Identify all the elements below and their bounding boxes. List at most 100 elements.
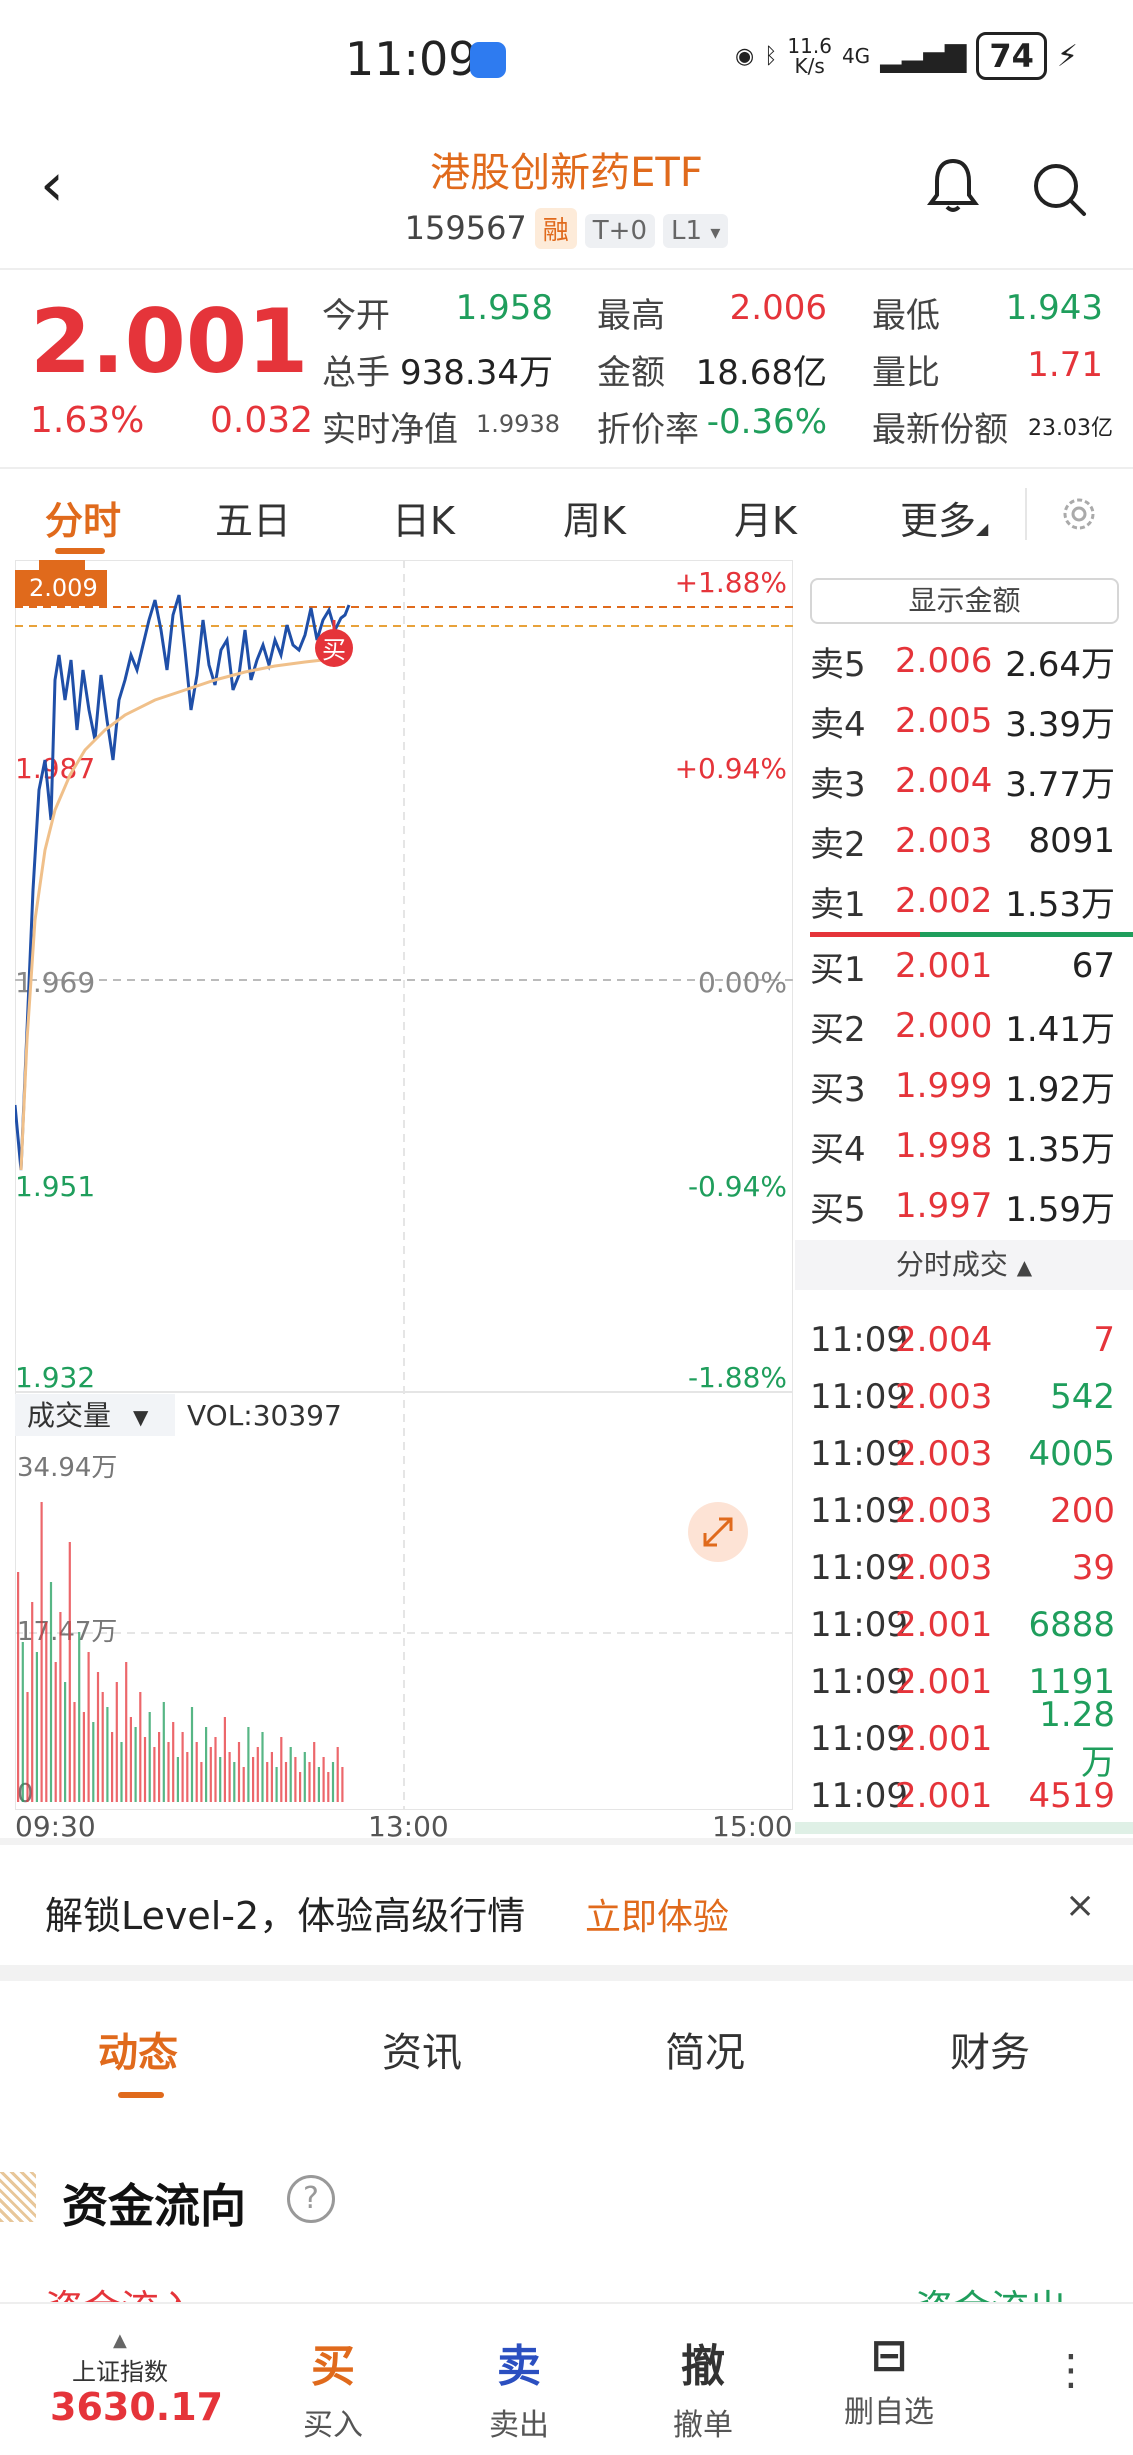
status-indicators: ◉ ᛒ 11.6 K/s 4G ▂▃▅▇ 74 ⚡ xyxy=(735,32,1078,80)
intraday-chart[interactable]: 2.009 1.987 1.969 1.951 1.932 +1.88% +0.… xyxy=(15,560,793,1810)
level-tag[interactable]: L1 ▾ xyxy=(663,214,729,248)
volume-label: 总手 xyxy=(322,353,390,393)
price-marker-tab xyxy=(39,560,85,572)
sell-button[interactable]: 卖 卖出 xyxy=(459,2330,579,2444)
bell-icon[interactable] xyxy=(925,155,981,215)
volume-bar xyxy=(17,1572,20,1802)
tick-row: 11:09 2.003 39 xyxy=(810,1548,1115,1588)
volume-bar xyxy=(125,1662,128,1802)
tab-intraday[interactable]: 分时 xyxy=(45,499,122,543)
stock-code-row: 159567 融 T+0 L1 ▾ xyxy=(0,208,1133,249)
caret-up-icon: ▲ xyxy=(113,2330,127,2351)
volume-bar xyxy=(59,1612,62,1802)
price-label-1: 1.987 xyxy=(15,752,95,785)
volume-title: 成交量 xyxy=(27,1399,111,1432)
volume-bar xyxy=(101,1692,104,1802)
volume-bar xyxy=(115,1682,118,1802)
volume-bar xyxy=(129,1717,132,1802)
volume-bar xyxy=(143,1737,147,1802)
bid-row-5: 买5 1.997 1.59万 xyxy=(810,1186,1115,1230)
tab-weekly-k[interactable]: 周K xyxy=(563,499,626,543)
volume-bar xyxy=(266,1762,269,1802)
high-label: 最高 xyxy=(597,296,665,336)
tick-row: 11:09 2.001 1191 xyxy=(810,1662,1115,1702)
volume-value: 938.34万 xyxy=(400,353,553,393)
volume-bar xyxy=(242,1767,245,1802)
volume-bar xyxy=(233,1762,236,1802)
tab-finance[interactable]: 财务 xyxy=(950,2030,1030,2076)
tab-news[interactable]: 资讯 xyxy=(382,2030,462,2076)
volume-bar xyxy=(341,1767,344,1802)
volume-bar xyxy=(275,1767,278,1802)
buy-button[interactable]: 买 买入 xyxy=(273,2330,393,2444)
volume-selector[interactable] xyxy=(15,1394,175,1436)
eye-icon: ◉ xyxy=(735,43,755,69)
volume-bar xyxy=(308,1762,311,1802)
buy-icon: 买 xyxy=(311,2341,355,2392)
amount-label: 金额 xyxy=(597,353,665,393)
section-stripe-icon xyxy=(0,2172,36,2222)
pct-label-2: 0.00% xyxy=(698,966,787,999)
price-label-2: 1.969 xyxy=(15,966,95,999)
tick-trades-header[interactable]: 分时成交 ▲ xyxy=(795,1240,1133,1290)
quote-divider xyxy=(0,467,1133,469)
volume-bar xyxy=(205,1727,208,1802)
buy-marker[interactable] xyxy=(315,629,353,667)
volume-bar xyxy=(162,1702,165,1802)
tab-profile[interactable]: 简况 xyxy=(665,2030,745,2076)
change-percent: 1.63% xyxy=(30,400,145,441)
volume-bar xyxy=(158,1732,161,1802)
volume-bar xyxy=(167,1742,170,1802)
tab-five-day[interactable]: 五日 xyxy=(215,499,292,543)
tick-row: 11:09 2.001 4519 xyxy=(810,1776,1115,1816)
volume-bar xyxy=(111,1732,114,1802)
section-gap xyxy=(0,1965,1133,1981)
tab-more[interactable]: 更多◢ xyxy=(900,499,989,543)
search-icon[interactable] xyxy=(1030,160,1090,220)
cancel-order-button[interactable]: 撤 撤单 xyxy=(643,2330,763,2444)
volume-mid-label: 17.47万 xyxy=(17,1617,117,1647)
change-value: 0.032 xyxy=(210,400,314,441)
sell-label: 卖出 xyxy=(489,2408,549,2443)
bid-pressure-bar xyxy=(920,932,1133,937)
volume-bar xyxy=(284,1762,288,1802)
nav-value: 1.9938 xyxy=(476,410,560,438)
average-price-line xyxy=(19,655,350,1171)
volume-bar xyxy=(40,1502,43,1802)
buy-marker-label: 买 xyxy=(322,636,346,664)
volume-bar xyxy=(303,1752,306,1802)
close-icon[interactable]: × xyxy=(1065,1885,1096,1926)
gear-icon[interactable] xyxy=(1058,493,1100,535)
pct-label-4: -1.88% xyxy=(688,1361,787,1394)
t0-tag: T+0 xyxy=(584,214,656,248)
volume-bar xyxy=(219,1757,222,1802)
volume-bar xyxy=(49,1582,53,1802)
sell-icon: 卖 xyxy=(497,2341,541,2392)
volume-bar xyxy=(134,1727,137,1802)
index-name[interactable]: 上证指数 xyxy=(72,2358,168,2386)
tab-monthly-k[interactable]: 月K xyxy=(734,499,797,543)
network-speed: 11.6 K/s xyxy=(787,34,832,78)
tick-row: 11:09 2.003 4005 xyxy=(810,1434,1115,1474)
tick-scroll-hint xyxy=(795,1822,1133,1834)
volume-bar xyxy=(35,1652,38,1802)
volume-bar xyxy=(289,1747,292,1802)
buy-label: 买入 xyxy=(303,2408,363,2443)
volume-bar xyxy=(252,1757,255,1802)
volume-bar xyxy=(209,1747,212,1802)
volume-bars xyxy=(17,1502,344,1802)
more-menu-icon[interactable]: ⋮ xyxy=(1050,2345,1092,2394)
remove-watchlist-icon: ⊟ xyxy=(870,2330,908,2381)
show-amount-button[interactable]: 显示金额 xyxy=(810,578,1119,624)
price-label-3: 1.951 xyxy=(15,1170,95,1203)
try-now-link[interactable]: 立即体验 xyxy=(585,1897,730,1938)
back-icon[interactable]: ‹ xyxy=(40,150,64,220)
volume-bar xyxy=(68,1542,71,1802)
help-icon[interactable]: ? xyxy=(287,2175,335,2223)
remove-watchlist-button[interactable]: ⊟ 删自选 xyxy=(829,2330,949,2431)
tab-activity[interactable]: 动态 xyxy=(98,2030,178,2076)
index-value[interactable]: 3630.17 xyxy=(50,2385,224,2429)
tab-daily-k[interactable]: 日K xyxy=(392,499,455,543)
discount-label: 折价率 xyxy=(597,410,699,450)
tab-separator xyxy=(1025,488,1027,540)
